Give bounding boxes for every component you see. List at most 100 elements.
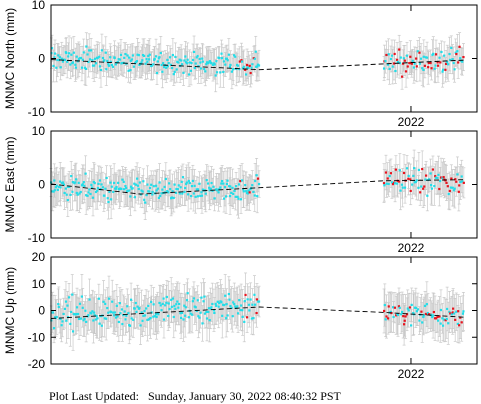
recent-data-point	[249, 71, 252, 75]
data-point	[422, 315, 425, 319]
data-point	[442, 318, 446, 321]
data-point	[225, 303, 228, 306]
data-point	[184, 306, 187, 309]
data-point	[98, 322, 101, 325]
data-point	[168, 182, 171, 185]
data-point	[205, 63, 208, 66]
data-point	[125, 314, 128, 317]
data-point	[219, 71, 222, 74]
data-point	[158, 56, 161, 59]
data-point	[150, 300, 153, 304]
recent-data-point	[382, 182, 386, 185]
data-point	[143, 309, 146, 313]
data-point	[449, 186, 452, 189]
data-point	[69, 193, 72, 196]
recent-data-point	[397, 305, 401, 308]
data-point	[200, 191, 203, 194]
data-point	[183, 59, 186, 62]
data-point	[180, 59, 183, 62]
data-point	[92, 319, 95, 322]
data-point	[148, 53, 151, 56]
data-point	[213, 311, 216, 315]
data-point	[201, 188, 204, 191]
data-point	[236, 195, 239, 198]
data-point	[236, 312, 240, 315]
data-point	[155, 189, 158, 192]
data-point	[163, 185, 166, 189]
data-point	[185, 299, 189, 302]
data-point	[138, 63, 141, 67]
data-point	[199, 311, 202, 314]
data-point	[167, 314, 170, 318]
data-point	[70, 174, 73, 178]
data-point	[229, 63, 232, 67]
data-point	[181, 192, 184, 195]
data-point	[198, 182, 201, 185]
data-point	[422, 55, 425, 58]
data-point	[87, 60, 90, 64]
data-point	[216, 300, 219, 303]
data-point	[83, 184, 86, 187]
data-point	[178, 192, 181, 195]
recent-data-point	[244, 293, 247, 297]
data-point	[52, 327, 56, 330]
data-point	[168, 307, 171, 311]
data-point	[64, 300, 68, 303]
data-point	[400, 183, 404, 186]
data-point	[421, 67, 424, 70]
data-point	[189, 69, 193, 72]
data-point	[194, 62, 197, 65]
data-point	[138, 181, 141, 184]
data-point	[207, 307, 211, 310]
data-point	[104, 302, 107, 305]
data-point	[407, 309, 410, 312]
data-point	[214, 302, 217, 305]
recent-data-point	[255, 298, 259, 301]
data-point	[159, 194, 162, 198]
data-point	[72, 313, 75, 316]
data-point	[451, 186, 454, 189]
data-point	[396, 313, 400, 317]
data-point	[84, 67, 87, 70]
data-point	[208, 189, 211, 192]
data-point	[111, 300, 114, 303]
data-point	[82, 181, 85, 184]
recent-data-point	[405, 313, 409, 316]
data-point	[121, 178, 124, 181]
data-point	[55, 184, 58, 187]
data-point	[219, 186, 222, 189]
data-point	[186, 62, 189, 65]
data-point	[119, 53, 123, 56]
data-point	[210, 62, 213, 65]
data-point	[389, 57, 392, 61]
data-point	[446, 307, 449, 311]
data-point	[174, 191, 178, 194]
data-point	[162, 297, 165, 300]
data-point	[460, 175, 463, 178]
data-point	[177, 61, 180, 64]
data-point	[455, 310, 458, 313]
data-point	[396, 60, 399, 64]
data-point	[392, 306, 395, 309]
data-point	[102, 300, 105, 303]
data-point	[172, 73, 175, 76]
data-point	[412, 66, 415, 69]
data-point	[161, 70, 164, 73]
data-point	[399, 56, 402, 59]
data-point	[182, 318, 185, 321]
data-point	[405, 167, 409, 170]
data-point	[166, 190, 169, 193]
data-point	[224, 195, 228, 198]
data-point	[206, 182, 210, 185]
data-point	[127, 69, 130, 72]
data-point	[140, 61, 143, 64]
data-point	[103, 194, 106, 197]
data-point	[166, 65, 169, 68]
data-point	[422, 68, 425, 72]
data-point	[196, 188, 200, 191]
data-point	[133, 196, 137, 199]
data-point	[170, 66, 174, 70]
data-point	[432, 52, 435, 55]
recent-data-point	[452, 307, 455, 310]
